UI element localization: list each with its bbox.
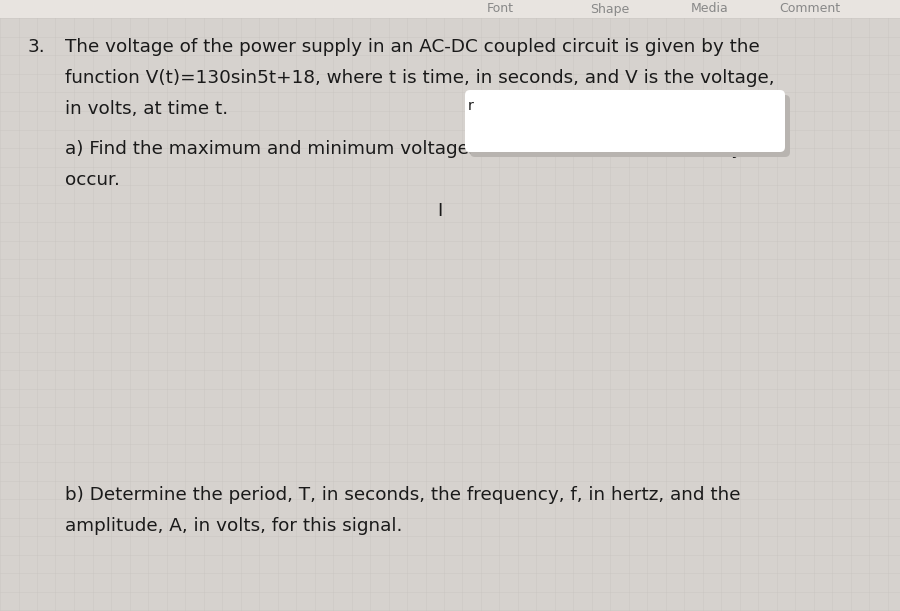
Text: b) Determine the period, T, in seconds, the frequency, f, in hertz, and the: b) Determine the period, T, in seconds, …: [65, 486, 741, 504]
Text: in volts, at time t.: in volts, at time t.: [65, 100, 228, 118]
Bar: [0, 0, 900, 18]
Text: I: I: [437, 202, 443, 221]
FancyBboxPatch shape: [470, 95, 790, 157]
Text: Media: Media: [691, 2, 729, 15]
Text: a) Find the maximum and minimum voltages and the times at which they: a) Find the maximum and minimum voltages…: [65, 141, 742, 158]
Text: r: r: [468, 99, 474, 113]
Text: function V(t)=130sin5t+18, where t is time, in seconds, and V is the voltage,: function V(t)=130sin5t+18, where t is ti…: [65, 69, 775, 87]
Text: amplitude, A, in volts, for this signal.: amplitude, A, in volts, for this signal.: [65, 517, 402, 535]
FancyBboxPatch shape: [465, 90, 785, 152]
Text: The voltage of the power supply in an AC-DC coupled circuit is given by the: The voltage of the power supply in an AC…: [65, 38, 760, 56]
Text: Shape: Shape: [590, 2, 630, 15]
Text: 3.: 3.: [28, 38, 46, 56]
Text: occur.: occur.: [65, 171, 120, 189]
Text: Comment: Comment: [779, 2, 841, 15]
Text: Font: Font: [487, 2, 514, 15]
